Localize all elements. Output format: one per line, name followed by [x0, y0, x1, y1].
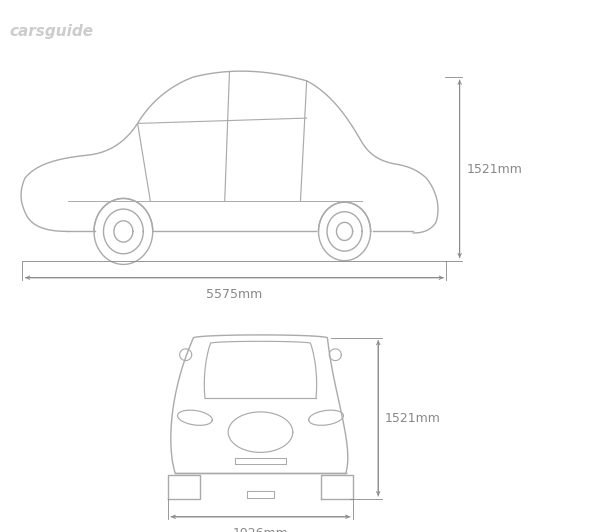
Text: 1926mm: 1926mm	[233, 527, 288, 532]
Text: 1521mm: 1521mm	[385, 412, 441, 425]
Text: carsguide: carsguide	[9, 24, 94, 39]
Text: 1521mm: 1521mm	[466, 163, 523, 176]
Text: 5575mm: 5575mm	[206, 288, 262, 301]
